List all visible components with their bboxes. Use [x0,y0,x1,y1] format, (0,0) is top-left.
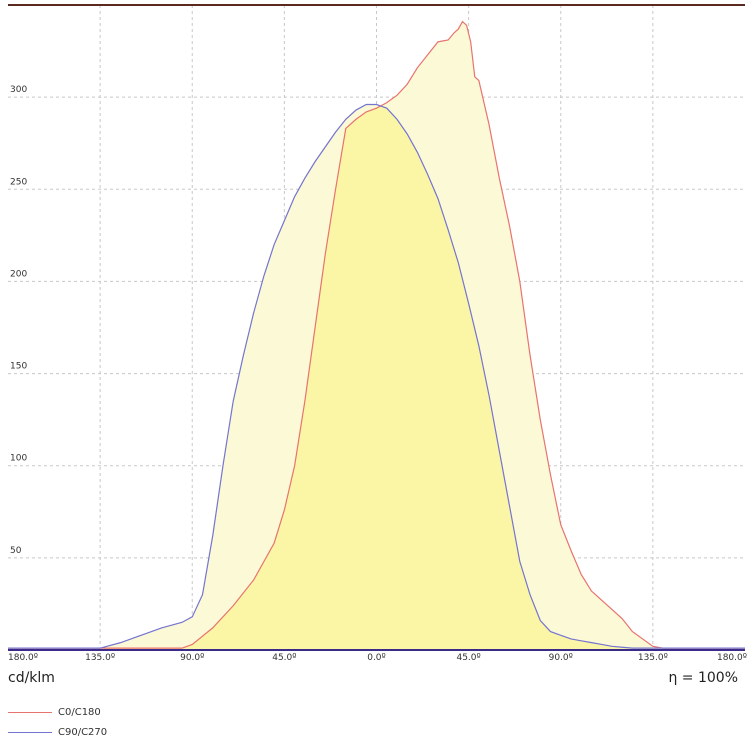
x-tick-label: 135.0º [85,653,115,663]
x-tick-label: 90.0º [180,653,204,663]
y-tick-label: 300 [10,85,27,95]
x-tick-label: 45.0º [456,653,480,663]
light-distribution-chart: 180.0º 135.0º 90.0º 45.0º 0.0º 45.0º 90.0º 135.… [8,0,747,663]
legend-item-c0-c180: C0/C180 [8,702,107,722]
y-tick-label: 50 [10,546,22,556]
area-intersection [8,105,745,651]
legend: C0/C180 C90/C270 [8,702,107,742]
x-tick-label: 180.0º [8,653,38,663]
legend-label: C90/C270 [58,726,108,738]
legend-label: C0/C180 [58,706,101,718]
series-line-c0-c180 [8,20,745,649]
y-tick-label: 100 [10,454,27,464]
legend-item-c90-c270: C90/C270 [8,722,107,742]
legend-swatch-c90-c270 [8,731,52,733]
area-fills [8,21,745,651]
x-tick-label: 180.0º [717,653,747,663]
x-tick-label: 90.0º [549,653,573,663]
efficiency-label: η = 100% [668,670,738,686]
y-tick-label: 350 [10,0,27,3]
y-tick-label: 200 [10,269,27,279]
series-lines [8,20,745,649]
y-tick-labels: 50 100 150 200 250 300 350 [10,0,27,556]
x-tick-label: 45.0º [272,653,296,663]
x-tick-label: 135.0º [638,653,668,663]
x-tick-label: 0.0º [367,653,386,663]
legend-swatch-c0-c180 [8,711,52,713]
series-line-c90-c270 [8,103,745,649]
y-tick-label: 150 [10,362,27,372]
unit-label: cd/klm [8,670,55,686]
y-tick-label: 250 [10,177,27,187]
x-tick-labels: 180.0º 135.0º 90.0º 45.0º 0.0º 45.0º 90.0º 135.… [8,653,747,663]
